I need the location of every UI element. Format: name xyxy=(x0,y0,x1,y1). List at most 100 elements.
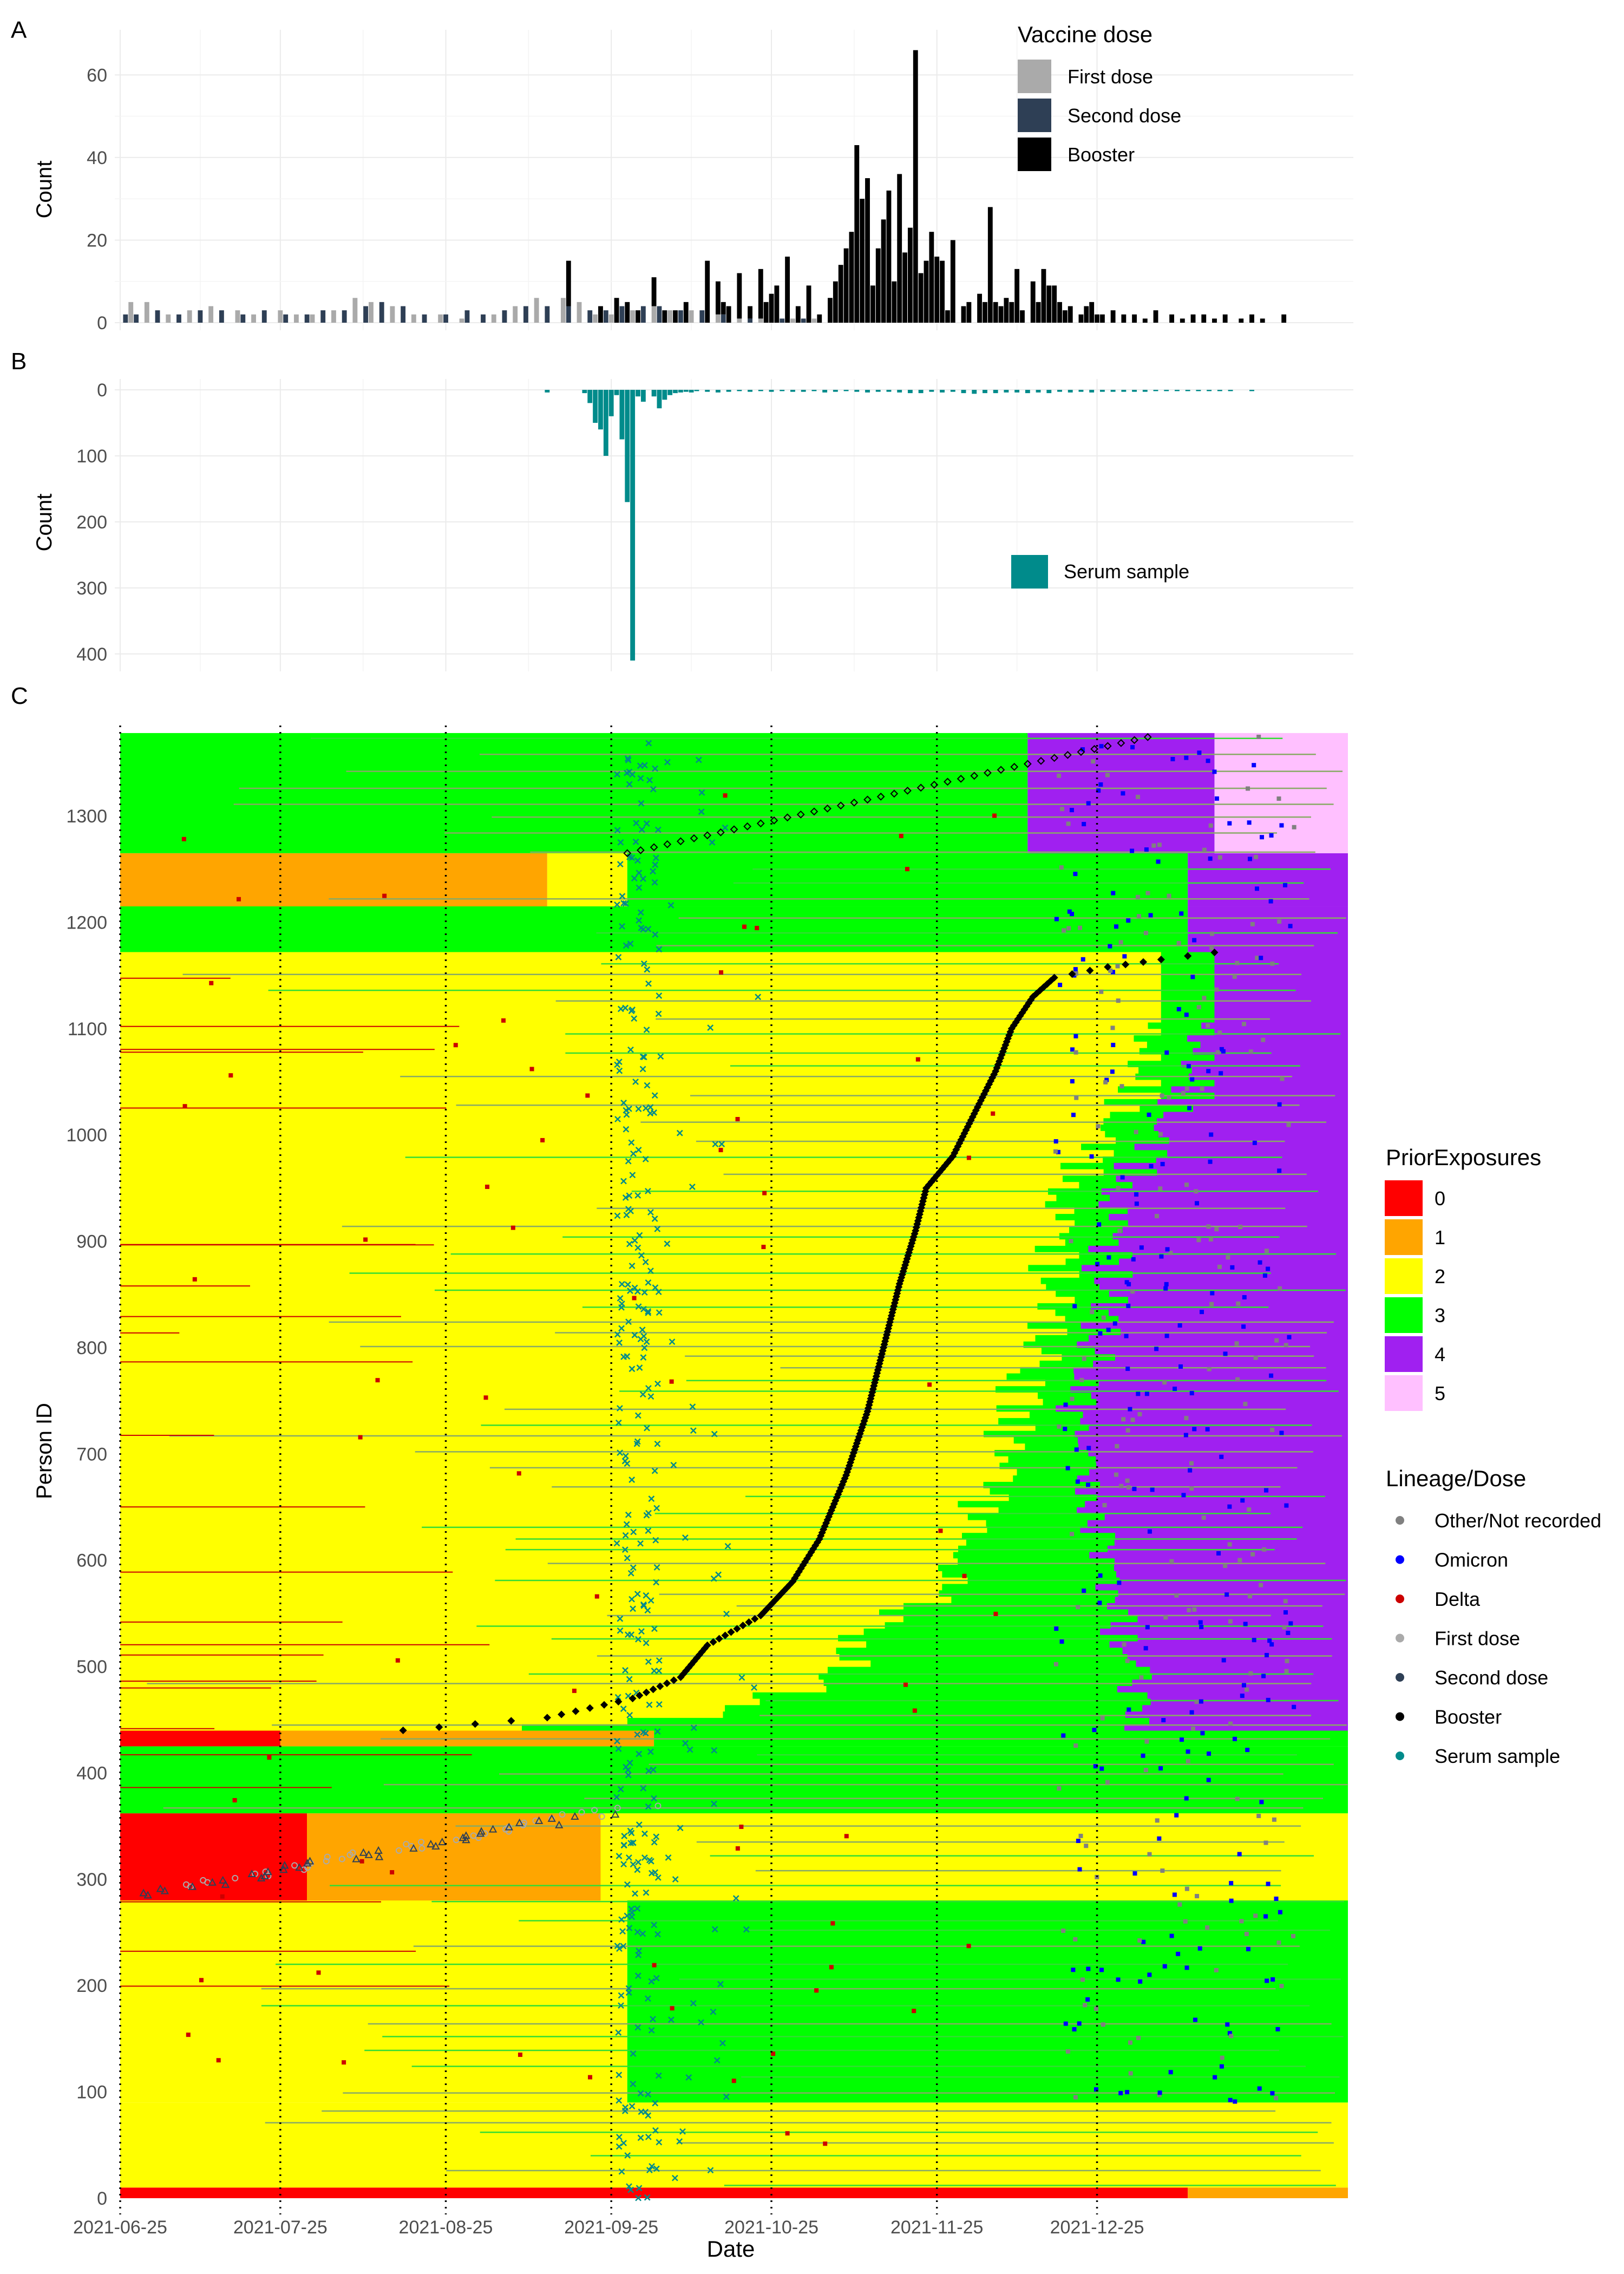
serum-sample-mark xyxy=(637,1540,644,1547)
exposure-row-green xyxy=(967,1513,1105,1520)
serum-sample-mark xyxy=(685,2074,692,2081)
panel-a-ytick-label: 20 xyxy=(87,230,107,251)
exposure-row-green xyxy=(996,1405,1056,1412)
lineage-point xyxy=(1184,1182,1189,1187)
serum-sample-mark xyxy=(635,1636,641,1643)
lineage-point xyxy=(1229,2034,1234,2038)
exposure-row-purple xyxy=(1077,1507,1348,1514)
serum-sample-mark xyxy=(617,861,624,868)
exposure-row-green xyxy=(903,1615,1138,1623)
lineage-point xyxy=(1076,1605,1081,1610)
lineage-point xyxy=(1176,1951,1181,1956)
event-points xyxy=(139,733,1296,2201)
serum-sample-mark xyxy=(639,1327,646,1334)
bar-booster xyxy=(913,50,918,323)
lineage-point xyxy=(1233,2099,1237,2104)
second-dose-point xyxy=(352,1854,361,1863)
serum-sample-mark xyxy=(636,870,643,877)
exposure-row-green xyxy=(1161,1003,1215,1010)
exposure-row-green xyxy=(1103,1118,1157,1125)
lineage-point xyxy=(1073,1034,1078,1038)
lineage-point xyxy=(1072,2027,1077,2032)
serum-sample-mark xyxy=(654,1728,661,1735)
lineage-point xyxy=(1202,847,1207,852)
legend-key-exposure-2 xyxy=(1385,1258,1423,1294)
bar-serum-sample xyxy=(673,390,678,394)
exposure-row-yellow xyxy=(120,1641,867,1648)
serum-sample-mark xyxy=(686,1746,693,1753)
exposure-row-green xyxy=(939,1590,1118,1597)
lineage-point xyxy=(1101,2022,1105,2027)
bar-second-dose xyxy=(566,306,571,323)
lineage-point xyxy=(1219,2064,1224,2069)
serum-sample-mark xyxy=(642,1259,649,1265)
lineage-point xyxy=(1151,843,1156,848)
lineage-point xyxy=(1098,1573,1103,1578)
exposure-row-green xyxy=(1035,1335,1089,1342)
exposure-row-yellow xyxy=(120,1322,1028,1329)
second-dose-point xyxy=(488,1825,497,1833)
lineage-point xyxy=(1206,759,1210,763)
exposure-row-yellow xyxy=(120,1284,1046,1291)
prior-exposures-heatmap xyxy=(120,733,1348,2198)
lineage-point xyxy=(1237,1852,1242,1857)
serum-sample-mark xyxy=(631,1015,638,1022)
bar-second-dose xyxy=(379,302,384,323)
lineage-point xyxy=(1164,1334,1169,1338)
panel-c-ytick-label: 800 xyxy=(76,1338,107,1358)
exposure-row-green xyxy=(1034,1245,1089,1252)
exposure-row-green xyxy=(1027,1322,1081,1329)
bar-serum-sample xyxy=(1057,390,1062,392)
lineage-point xyxy=(1060,807,1065,812)
exposure-row-purple xyxy=(1150,1698,1348,1706)
serum-sample-mark xyxy=(642,1730,649,1736)
bar-serum-sample xyxy=(780,390,785,391)
bar-first-dose xyxy=(128,302,134,323)
second-dose-point xyxy=(555,1820,564,1828)
exposure-row-yellow xyxy=(120,1711,723,1718)
bar-booster xyxy=(737,273,742,319)
lineage-point xyxy=(1240,1693,1245,1698)
lineage-point xyxy=(1248,1671,1253,1676)
bar-serum-sample xyxy=(1153,390,1158,391)
serum-sample-mark xyxy=(724,1543,731,1550)
exposure-row-yellow xyxy=(120,965,1161,972)
bar-booster xyxy=(1110,310,1116,323)
bar-first-dose xyxy=(491,314,496,323)
serum-sample-mark xyxy=(654,1380,661,1387)
x-tick-label: 2021-09-25 xyxy=(564,2217,658,2238)
bar-first-dose xyxy=(561,298,566,323)
lineage-point xyxy=(1086,1966,1091,1971)
serum-sample-mark xyxy=(634,1929,641,1936)
serum-sample-mark xyxy=(713,2057,721,2064)
serum-sample-mark xyxy=(619,893,626,900)
exposure-row-green xyxy=(986,1520,1088,1527)
delta-point xyxy=(735,1116,740,1121)
exposure-row-purple xyxy=(1187,1035,1348,1042)
bar-second-dose xyxy=(587,310,593,323)
lineage-point xyxy=(1170,757,1175,762)
serum-sample-mark xyxy=(653,2165,660,2172)
lineage-point xyxy=(1072,1304,1077,1309)
serum-sample-mark xyxy=(643,1338,650,1345)
exposure-row-green xyxy=(1043,1399,1097,1406)
lineage-point xyxy=(1184,755,1189,760)
serum-sample-mark xyxy=(755,994,762,1001)
serum-sample-mark xyxy=(615,1746,622,1752)
exposure-row-yellow xyxy=(120,1545,958,1552)
panel-b-ytick-label: 100 xyxy=(76,446,107,467)
exposure-row-purple xyxy=(1169,1137,1348,1144)
serum-sample-mark xyxy=(722,824,729,831)
serum-sample-mark xyxy=(626,1854,632,1861)
serum-sample-mark xyxy=(647,1393,654,1400)
lineage-point xyxy=(1194,1189,1199,1194)
exposure-row-yellow xyxy=(120,1220,1075,1227)
bar-serum-sample xyxy=(918,390,924,394)
serum-sample-mark xyxy=(646,776,653,783)
lineage-point xyxy=(1099,744,1104,749)
exposure-row-yellow xyxy=(120,1583,942,1591)
bar-booster xyxy=(614,298,619,323)
bar-booster xyxy=(1004,298,1009,323)
exposure-row-yellow xyxy=(120,1392,1038,1399)
delta-point xyxy=(594,1594,599,1599)
